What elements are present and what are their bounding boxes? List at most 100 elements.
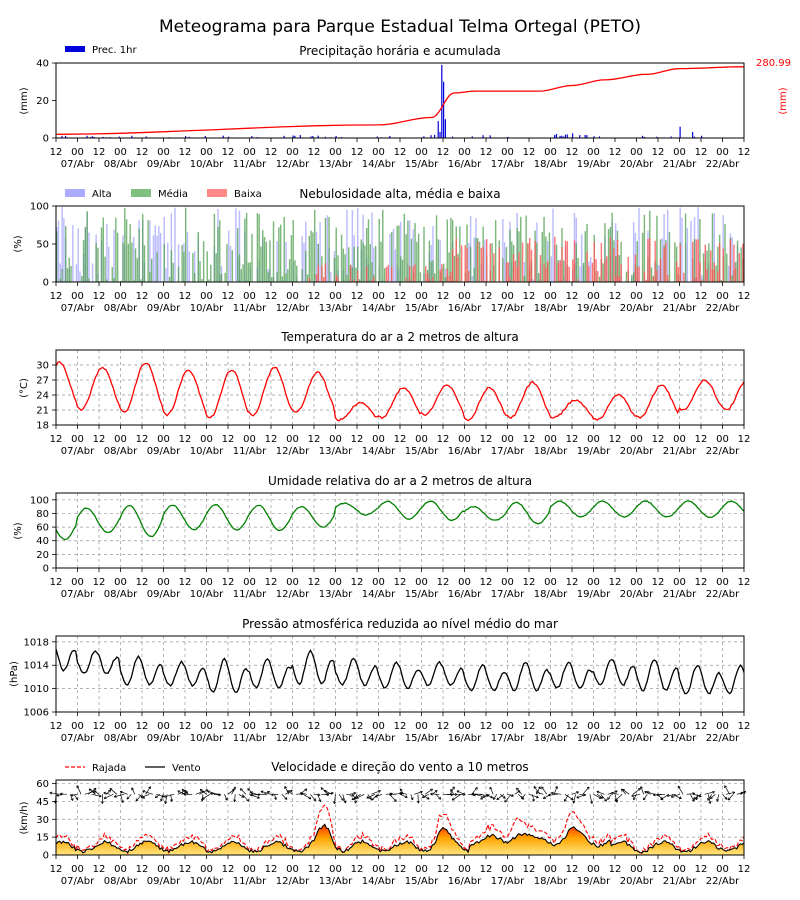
- x-date-label: 19/Abr: [577, 733, 611, 744]
- wind-direction-arrow: [234, 794, 236, 802]
- wind-direction-arrow: [417, 794, 419, 804]
- x-hour-label: 00: [286, 721, 299, 732]
- x-hour-label: 00: [716, 721, 729, 732]
- cloud-low-bar: [588, 266, 590, 282]
- wind-direction-arrow: [135, 794, 143, 802]
- x-hour-label: 12: [566, 577, 579, 588]
- cloud-mid-bar: [417, 233, 420, 282]
- cloud-low-bar: [573, 240, 576, 282]
- cloud-low-bar: [527, 243, 529, 282]
- wind-direction-arrowhead: [421, 795, 425, 799]
- cloud-mid-bar: [296, 265, 298, 282]
- wind-legend-wind-label: Vento: [172, 763, 201, 774]
- x-hour-label: 12: [566, 864, 579, 875]
- cloud-high-bar: [75, 264, 78, 282]
- wind-direction-arrow: [656, 793, 666, 796]
- precip-bar: [118, 136, 120, 138]
- x-hour-label: 00: [286, 577, 299, 588]
- cloud-mid-bar: [469, 246, 472, 282]
- wind-direction-arrowhead: [366, 795, 370, 799]
- cloud-high-bar: [373, 247, 375, 282]
- cloud-mid-bar: [56, 231, 58, 282]
- cloud-mid-bar: [584, 231, 586, 282]
- wind-direction-arrow: [242, 794, 249, 802]
- cloud-mid-bar: [333, 257, 336, 282]
- x-hour-label: 00: [544, 721, 557, 732]
- wind-direction-arrow: [334, 794, 336, 804]
- wind-direction-arrowhead: [633, 797, 636, 801]
- precip-legend-label: Prec. 1hr: [92, 45, 137, 56]
- cloud-low-bar: [711, 269, 714, 282]
- wind-direction-arrowhead: [249, 791, 253, 795]
- wind-direction-arrowhead: [181, 788, 185, 792]
- cloud-low-bar: [609, 237, 612, 282]
- x-hour-label: 12: [308, 434, 321, 445]
- cloud-high-bar: [113, 229, 115, 282]
- x-hour-label: 00: [286, 864, 299, 875]
- cloud-mid-bar: [511, 241, 513, 282]
- cloud-high-bar: [63, 217, 65, 282]
- cloud-low-bar: [460, 245, 463, 282]
- x-date-label: 11/Abr: [233, 159, 267, 170]
- cloud-mid-bar: [410, 238, 413, 282]
- x-hour-label: 00: [415, 147, 428, 158]
- wind-direction-arrowhead: [474, 786, 478, 790]
- wind-direction-arrow: [313, 793, 321, 796]
- x-hour-label: 00: [415, 291, 428, 302]
- wind-direction-arrowhead: [351, 797, 355, 801]
- wind-direction-arrow: [300, 792, 307, 795]
- x-hour-label: 12: [480, 577, 493, 588]
- cloud-high-bar: [444, 268, 447, 282]
- cloud-high-bar: [589, 257, 592, 282]
- plot-frame: [55, 205, 745, 283]
- x-hour-label: 12: [308, 577, 321, 588]
- cloud-high-bar: [666, 209, 669, 282]
- wind-direction-arrow: [120, 794, 124, 803]
- x-date-label: 16/Abr: [448, 733, 482, 744]
- x-hour-label: 00: [157, 147, 170, 158]
- x-hour-label: 12: [93, 291, 106, 302]
- wind-direction-arrowhead: [590, 801, 594, 804]
- precip-bar: [593, 136, 595, 138]
- x-hour-label: 12: [50, 577, 63, 588]
- wind-direction-arrowhead: [210, 792, 213, 796]
- precip-bar: [451, 136, 454, 138]
- cloud-high-bar: [471, 276, 474, 282]
- cloud-low-bar: [586, 251, 588, 282]
- cloud-low-bar: [597, 271, 599, 282]
- cloud-mid-bar: [125, 219, 128, 282]
- cloud-mid-bar: [224, 272, 226, 282]
- wind-direction-arrow: [716, 794, 720, 802]
- cloud-low-bar: [408, 265, 411, 282]
- wind-direction-arrowhead: [274, 797, 278, 800]
- cloud-mid-bar: [335, 227, 337, 282]
- wind-direction-arrow: [103, 793, 114, 799]
- wind-area: [56, 824, 744, 855]
- precip-accumulated-line: [55, 66, 744, 135]
- x-hour-label: 00: [329, 147, 342, 158]
- x-date-label: 08/Abr: [104, 733, 138, 744]
- cloud-mid-bar: [104, 256, 106, 282]
- x-date-label: 08/Abr: [104, 589, 138, 600]
- x-hour-label: 00: [114, 434, 127, 445]
- cloud-mid-bar: [208, 279, 210, 282]
- x-date-label: 21/Abr: [663, 733, 697, 744]
- wind-direction-arrow: [303, 794, 312, 800]
- y-tick-label: 0: [43, 278, 49, 289]
- wind-direction-arrow: [414, 791, 423, 795]
- y-tick-label: 100: [30, 202, 49, 213]
- cloud-mid-bar: [202, 241, 205, 282]
- wind-direction-arrowhead: [299, 791, 303, 795]
- y-tick-label: 15: [36, 833, 49, 844]
- x-date-label: 22/Abr: [706, 303, 740, 314]
- cloud-mid-bar: [537, 273, 540, 282]
- x-hour-label: 12: [136, 291, 149, 302]
- x-hour-label: 00: [501, 291, 514, 302]
- cloud-low-bar: [616, 239, 619, 282]
- wind-direction-arrowhead: [356, 796, 359, 799]
- cloud-mid-bar: [337, 255, 339, 282]
- cloud-low-bar: [627, 256, 629, 282]
- cloud-low-bar: [615, 276, 617, 282]
- y-tick-label: 1010: [24, 684, 49, 695]
- wind-direction-arrow: [707, 794, 711, 804]
